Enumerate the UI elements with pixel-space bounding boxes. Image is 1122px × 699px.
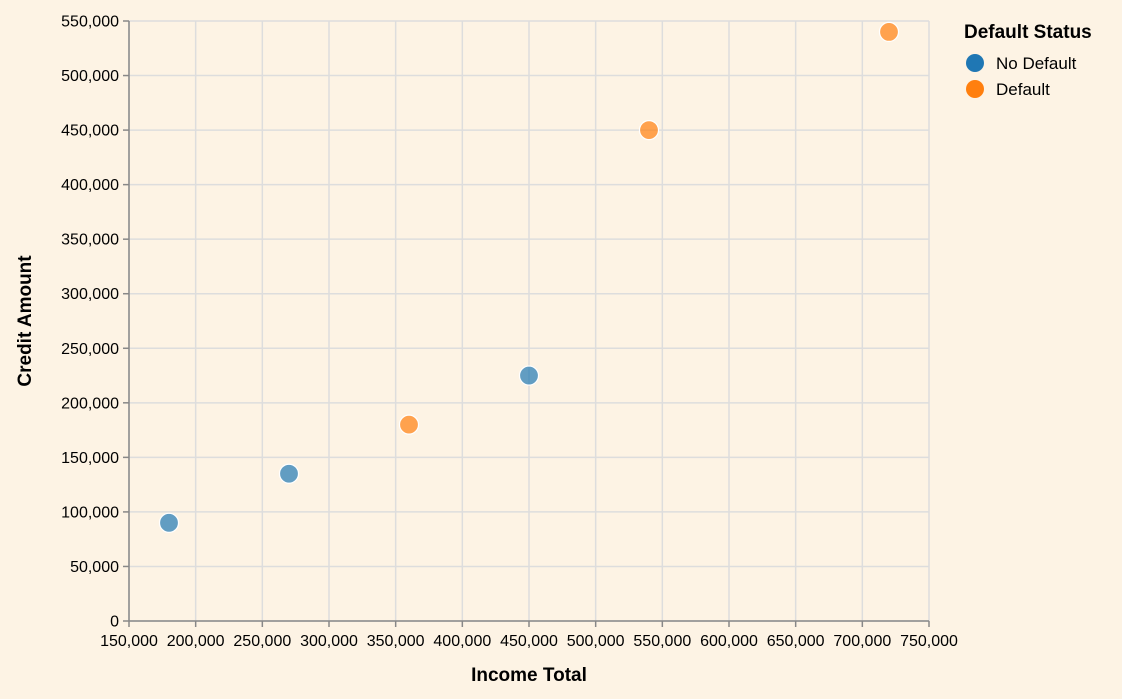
data-point-default <box>638 119 660 141</box>
data-point-no-default <box>518 365 540 386</box>
y-tick-label: 100,000 <box>61 504 119 521</box>
y-tick-label: 300,000 <box>61 286 119 303</box>
y-tick-label: 250,000 <box>61 341 119 358</box>
axes: 150,000 200,000 250,000 300,000 350,000 400,0… <box>61 14 958 651</box>
legend-title: Default Status <box>964 22 1092 43</box>
x-tick-label: 200,000 <box>167 633 225 650</box>
x-tick-label: 400,000 <box>433 633 491 650</box>
data-points <box>158 21 900 533</box>
legend-items: No Default Default <box>966 54 1077 99</box>
x-axis-title: Income Total <box>471 665 587 686</box>
x-tick-label: 500,000 <box>567 633 625 650</box>
y-tick-label: 50,000 <box>70 559 119 576</box>
data-point-no-default <box>158 512 180 533</box>
y-tick-label: 500,000 <box>61 68 119 85</box>
x-tick-label: 650,000 <box>767 633 825 650</box>
legend-symbol <box>966 80 984 98</box>
x-tick-label: 550,000 <box>633 633 691 650</box>
x-tick-label: 150,000 <box>100 633 158 650</box>
x-tick-label: 450,000 <box>500 633 558 650</box>
y-tick-label: 550,000 <box>61 14 119 31</box>
x-tick-label: 250,000 <box>233 633 291 650</box>
y-axis-title: Credit Amount <box>15 255 36 387</box>
data-point-no-default <box>278 463 300 484</box>
grid <box>128 20 930 622</box>
y-tick-label: 350,000 <box>61 232 119 249</box>
legend-label: Default <box>996 80 1050 99</box>
legend: Default Status No Default Default <box>964 22 1092 99</box>
data-point-default <box>878 21 900 43</box>
y-tick-label: 450,000 <box>61 123 119 140</box>
y-tick-label: 200,000 <box>61 395 119 412</box>
x-tick-label: 750,000 <box>900 633 958 650</box>
x-tick-label: 600,000 <box>700 633 758 650</box>
data-point-default <box>398 414 420 435</box>
y-tick-label: 150,000 <box>61 450 119 467</box>
x-tick-label: 350,000 <box>367 633 425 650</box>
x-tick-label: 700,000 <box>833 633 891 650</box>
x-tick-label: 300,000 <box>300 633 358 650</box>
y-tick-label: 400,000 <box>61 177 119 194</box>
legend-symbol <box>966 54 984 72</box>
legend-label: No Default <box>996 54 1077 73</box>
y-tick-label: 0 <box>110 614 119 631</box>
